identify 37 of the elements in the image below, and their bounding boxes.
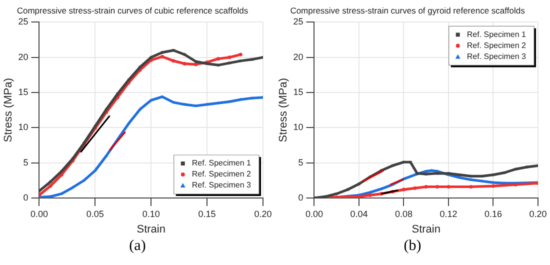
x-tick-label: 0.20 (254, 208, 272, 219)
legend-label: Ref. Specimen 1 (192, 158, 252, 168)
y-tick-label: 20 (293, 52, 304, 62)
x-tick-label: 0.04 (350, 208, 368, 219)
x-tick-label: 0.16 (484, 208, 502, 219)
legend-label: Ref. Specimen 2 (466, 40, 527, 50)
x-tick-label: 0.15 (198, 208, 216, 219)
x-axis-title: Strain (136, 223, 166, 236)
y-tick-label: 0 (23, 192, 28, 202)
legend-label: Ref. Specimen 3 (466, 52, 527, 61)
chart-title: Compressive stress-strain curves of cubic reference scaffolds (16, 5, 248, 16)
x-tick-label: 0.00 (305, 208, 323, 219)
y-tick-label: 10 (293, 122, 304, 132)
x-tick-label: 0.12 (440, 208, 458, 219)
y-tick-label: 0 (298, 192, 304, 202)
text: (a) (128, 238, 147, 255)
y-tick-label: 25 (18, 16, 28, 27)
y-tick-label: 5 (23, 157, 28, 168)
y-tick-label: 20 (18, 52, 28, 62)
x-tick-label: 0.05 (86, 208, 104, 219)
x-tick-label: 0.08 (394, 208, 412, 219)
y-axis-title: Stress (MPa) (2, 78, 15, 142)
legend-label: Ref. Specimen 1 (466, 30, 527, 39)
y-tick-label: 5 (298, 157, 304, 168)
text: (b) (402, 238, 422, 255)
y-tick-label: 10 (18, 122, 28, 132)
y-tick-label: 25 (293, 16, 304, 27)
y-tick-label: 15 (293, 87, 304, 98)
legend-label: Ref. Specimen 3 (192, 180, 252, 190)
x-axis-title: Strain (412, 223, 440, 236)
chart-title: Compressive stress-strain curves of gyroid reference scaffolds (290, 5, 525, 16)
x-tick-label: 0.20 (529, 208, 547, 219)
x-tick-label: 0.10 (142, 208, 160, 219)
legend-label: Ref. Specimen 2 (192, 170, 252, 179)
y-tick-label: 15 (18, 87, 28, 98)
y-axis-title: Stress (MPa) (278, 78, 290, 142)
x-tick-label: 0.00 (30, 208, 48, 219)
